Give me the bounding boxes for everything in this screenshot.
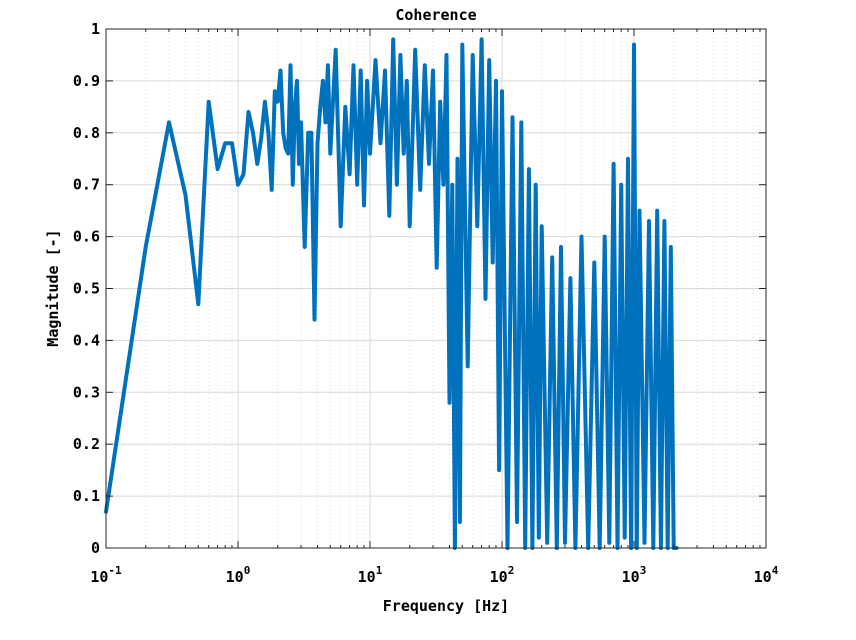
y-tick-label: 0.9 (73, 72, 100, 90)
y-tick-label: 0.6 (73, 228, 100, 246)
y-tick-label: 0.7 (73, 176, 100, 194)
y-tick-label: 0.8 (73, 124, 100, 142)
tick-marks (105, 28, 767, 549)
y-tick-label: 1 (91, 20, 100, 38)
y-axis-label: Magnitude [-] (44, 229, 62, 346)
x-tick-label: 100 (226, 564, 251, 586)
y-tick-label: 0.4 (73, 331, 100, 349)
x-tick-label: 103 (622, 564, 647, 586)
y-tick-label: 0.3 (73, 383, 100, 401)
y-tick-label: 0 (91, 539, 100, 557)
x-tick-label: 102 (490, 564, 515, 586)
x-tick-label: 104 (754, 564, 779, 586)
y-tick-label: 0.2 (73, 435, 100, 453)
y-tick-label: 0.1 (73, 487, 100, 505)
tick-labels: 10-1 100 101 102 103 104 0 0.1 0.2 0.3 0.4 0.5 0.6 0.… (73, 20, 779, 586)
x-tick-label: 101 (358, 564, 383, 586)
x-axis-label: Frequency [Hz] (383, 597, 509, 615)
chart-title: Coherence (395, 6, 476, 24)
x-tick-label: 10-1 (90, 564, 122, 586)
y-tick-label: 0.5 (73, 280, 100, 298)
